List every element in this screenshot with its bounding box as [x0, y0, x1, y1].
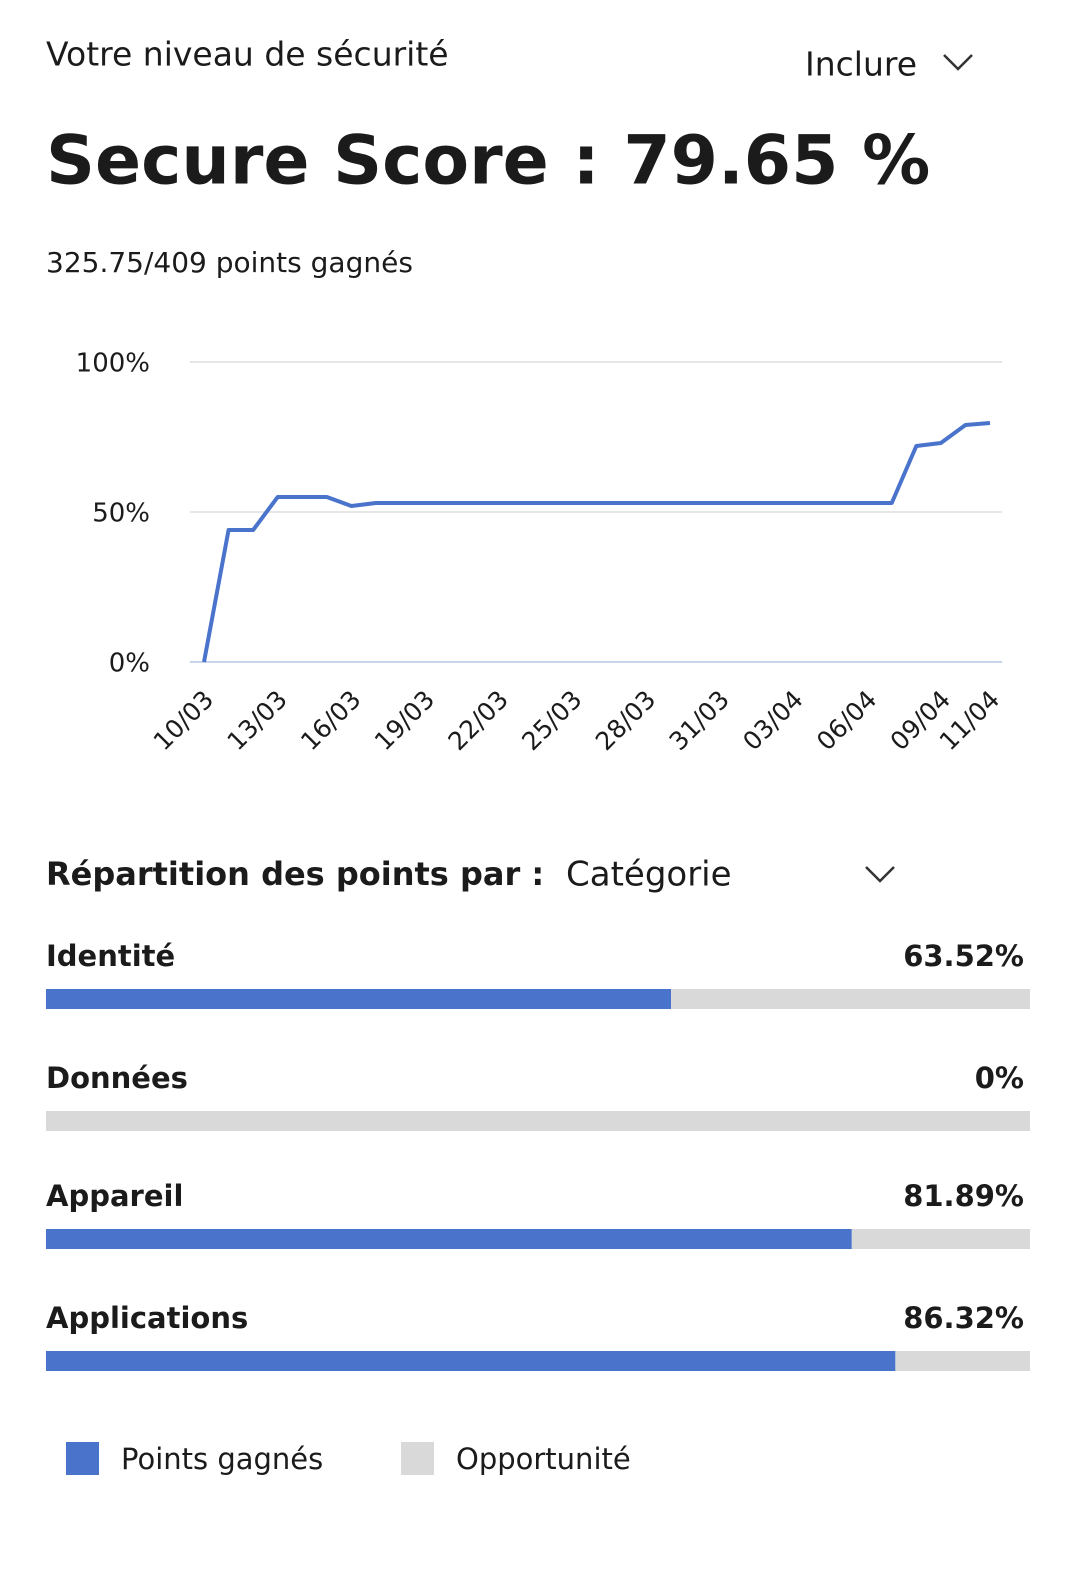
y-tick-label: 0% — [109, 649, 150, 679]
y-tick-label: 50% — [92, 499, 150, 529]
x-tick-label: 06/04 — [811, 685, 882, 756]
x-tick-label: 16/03 — [295, 685, 366, 756]
bar-segment — [46, 1111, 1030, 1131]
line — [202, 421, 991, 663]
title: Votre niveau de sécurité — [46, 35, 449, 74]
bar-segment — [46, 1229, 852, 1249]
bar-segment — [671, 989, 1030, 1009]
category-label: Applications — [46, 1301, 248, 1335]
x-tick-label: 03/04 — [737, 685, 808, 756]
x-tick-label: 25/03 — [516, 685, 587, 756]
bar-segment — [46, 989, 672, 1009]
chevron[interactable] — [865, 866, 895, 883]
bar-segment — [895, 1351, 1030, 1371]
legend-label: Points gagnés — [121, 1442, 323, 1476]
points: 325.75/409 points gagnés — [46, 246, 413, 279]
x-tick-label: 10/03 — [148, 685, 219, 756]
legend-swatch — [66, 1442, 99, 1475]
x-tick-label: 22/03 — [442, 685, 513, 756]
bar-segment — [46, 1351, 896, 1371]
chevron[interactable] — [943, 54, 973, 71]
y-tick-label: 100% — [76, 349, 150, 379]
x-tick-label: 28/03 — [590, 685, 661, 756]
filter-dropdown[interactable]: Inclure — [805, 45, 917, 84]
category-label: Identité — [46, 939, 175, 973]
breakdown-label: Répartition des points par : — [46, 855, 544, 893]
value-label: 63.52% — [903, 939, 1024, 973]
value-label: 86.32% — [903, 1301, 1024, 1335]
value-label: 81.89% — [903, 1179, 1024, 1213]
score: Secure Score : 79.65 % — [46, 122, 930, 201]
legend-label: Opportunité — [456, 1442, 631, 1476]
legend-swatch — [401, 1442, 434, 1475]
x-tick-label: 19/03 — [369, 685, 440, 756]
bar-segment — [851, 1229, 1030, 1249]
x-tick-label: 31/03 — [664, 685, 735, 756]
breakdown-dropdown[interactable]: Catégorie — [566, 855, 732, 895]
category-label: Appareil — [46, 1179, 183, 1213]
x-tick-label: 13/03 — [221, 685, 292, 756]
value-label: 0% — [975, 1061, 1024, 1095]
category-label: Données — [46, 1061, 188, 1095]
